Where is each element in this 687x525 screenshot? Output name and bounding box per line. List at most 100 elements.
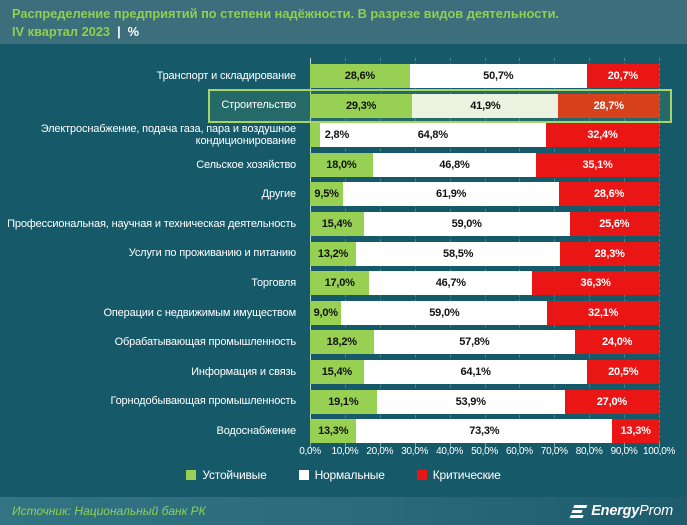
- segment-stable: [310, 123, 320, 148]
- category-label: Профессиональная, научная и техническая …: [7, 217, 296, 230]
- segment-normal: 53,9%: [376, 389, 565, 414]
- x-tick-label: 20,0%: [366, 446, 394, 457]
- segment-critical: 35,1%: [536, 152, 659, 177]
- legend-swatch: [416, 470, 427, 480]
- gridline: [659, 58, 660, 443]
- segment-critical: 20,7%: [586, 64, 659, 88]
- x-tick-label: 60,0%: [505, 446, 533, 457]
- segment-normal: 61,9%: [343, 182, 560, 207]
- axis-tick: [624, 443, 626, 448]
- value-label-normal: 46,7%: [435, 277, 466, 290]
- value-label-stable: 18,0%: [326, 158, 357, 171]
- segment-critical: 24,0%: [575, 330, 659, 355]
- segment-critical: 36,3%: [532, 271, 659, 296]
- segment-stable: 28,6%: [310, 64, 410, 88]
- value-label-critical: 20,7%: [607, 70, 638, 82]
- value-label-stable: 15,4%: [321, 366, 352, 378]
- value-label-critical: 24,0%: [602, 336, 633, 349]
- title-period: IV квартал 2023: [12, 23, 111, 39]
- x-tick-label: 40,0%: [436, 446, 464, 457]
- chart-title-line2: IV квартал 2023 | %: [12, 23, 687, 41]
- value-label-stable: 28,6%: [344, 70, 375, 82]
- category-label: Сельское хозяйство: [196, 158, 296, 171]
- segment-normal: 64,1%: [363, 360, 588, 384]
- x-tick-label: 50,0%: [471, 446, 498, 457]
- stacked-bar: 13,2% 58,5% 28,3%: [310, 241, 659, 266]
- stacked-bar: 64,8% 32,4% 2,8%: [310, 123, 659, 148]
- title-separator: |: [117, 23, 121, 39]
- stacked-bar: 15,4% 59,0% 25,6%: [310, 212, 659, 236]
- value-label-stable: 2,8%: [320, 123, 349, 147]
- axis-tick: [554, 443, 556, 448]
- segment-critical: 20,5%: [587, 360, 659, 384]
- segment-critical: 13,3%: [612, 419, 659, 444]
- value-label-normal: 58,5%: [443, 247, 474, 260]
- stacked-bar: 29,3% 41,9% 28,7%: [310, 93, 659, 118]
- segment-stable: 15,4%: [310, 212, 364, 236]
- segment-critical: 27,0%: [564, 389, 659, 414]
- category-label: Информация и связь: [191, 365, 296, 378]
- legend-label: Устойчивые: [202, 468, 267, 482]
- x-tick-label: 100,0%: [642, 446, 676, 457]
- segment-stable: 18,0%: [310, 152, 373, 177]
- segment-critical: 28,6%: [559, 182, 659, 207]
- value-label-stable: 13,2%: [317, 247, 349, 260]
- legend-item: Критические: [416, 468, 501, 482]
- category-label: Водоснабжение: [216, 425, 297, 438]
- axis-tick: [589, 443, 591, 448]
- value-label-stable: 9,0%: [313, 306, 338, 319]
- value-label-normal: 53,9%: [455, 395, 486, 408]
- segment-critical: 28,7%: [558, 93, 659, 118]
- value-label-critical: 28,3%: [594, 247, 625, 260]
- legend-swatch: [298, 470, 309, 480]
- segment-normal: 46,7%: [369, 271, 533, 296]
- segment-normal: 46,8%: [372, 152, 537, 177]
- value-label-critical: 28,7%: [593, 99, 624, 112]
- value-label-normal: 57,8%: [459, 336, 490, 349]
- value-label-normal: 61,9%: [436, 188, 467, 201]
- x-tick-label: 0,0%: [299, 446, 321, 457]
- value-label-stable: 18,2%: [326, 336, 357, 349]
- value-label-critical: 36,3%: [580, 277, 611, 290]
- source-note: Источник: Национальный банк РК: [12, 504, 206, 518]
- axis-tick: [449, 443, 451, 448]
- x-tick-label: 30,0%: [401, 446, 429, 457]
- value-label-critical: 27,0%: [596, 395, 627, 408]
- category-label: Операции с недвижимым имуществом: [103, 306, 296, 319]
- value-label-normal: 64,1%: [460, 366, 491, 378]
- stacked-bar: 13,3% 73,3% 13,3%: [310, 419, 659, 444]
- segment-stable: 9,5%: [310, 182, 344, 207]
- logo-text: EnergyProm: [591, 503, 673, 519]
- segment-stable: 13,2%: [310, 241, 357, 266]
- category-label: Торговля: [251, 277, 296, 290]
- category-label: Транспорт и складирование: [156, 69, 297, 82]
- x-tick-label: 80,0%: [575, 446, 603, 457]
- axis-tick: [310, 443, 311, 448]
- segment-stable: 9,0%: [310, 300, 342, 325]
- stacked-bar: 15,4% 64,1% 20,5%: [310, 360, 659, 384]
- segment-stable: 18,2%: [310, 330, 374, 355]
- value-label-normal: 64,8%: [417, 129, 448, 142]
- category-label: Электроснабжение, подача газа, пара и во…: [40, 122, 296, 148]
- stacked-bar: 18,2% 57,8% 24,0%: [310, 330, 659, 355]
- header: Распределение предприятий по степени над…: [0, 0, 687, 44]
- value-text: 2,8%: [324, 129, 350, 142]
- category-label: Обрабатывающая промышленность: [114, 336, 297, 349]
- segment-stable: 19,1%: [310, 389, 377, 414]
- segment-stable: 17,0%: [310, 271, 370, 296]
- segment-normal: 41,9%: [412, 93, 559, 118]
- value-label-critical: 32,4%: [587, 129, 618, 142]
- energyprom-logo: EnergyProm: [569, 503, 673, 519]
- legend-label: Нормальные: [314, 468, 385, 482]
- value-label-stable: 15,4%: [321, 218, 352, 230]
- energyprom-e-icon: [569, 504, 588, 518]
- value-label-normal: 59,0%: [451, 218, 482, 230]
- category-label: Строительство: [221, 99, 296, 112]
- segment-normal: 64,8%: [319, 123, 546, 148]
- axis-tick: [484, 443, 486, 448]
- value-label-normal: 41,9%: [470, 99, 501, 112]
- stacked-bar: 9,0% 59,0% 32,1%: [310, 300, 659, 325]
- segment-critical: 25,6%: [569, 212, 659, 236]
- footer: Источник: Национальный банк РК EnergyPro…: [0, 497, 687, 525]
